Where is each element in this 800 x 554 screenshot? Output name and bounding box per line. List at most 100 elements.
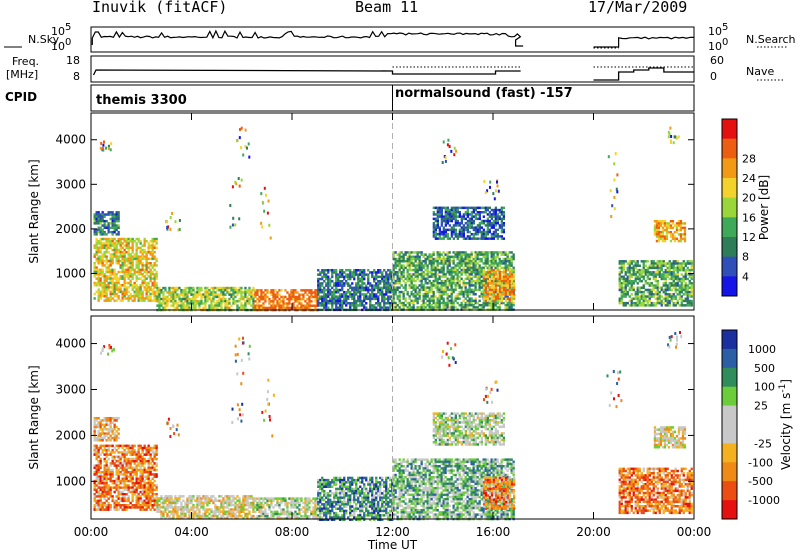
power-cell-8 [639, 265, 641, 268]
power-cell-0 [116, 277, 118, 280]
power-cell-2 [248, 300, 250, 303]
power-cell-8 [643, 284, 645, 287]
power-cell-5 [431, 275, 433, 278]
power-cell-8 [623, 265, 625, 268]
power-cell-0 [138, 260, 140, 263]
power-cell-0 [154, 273, 156, 276]
power-cell-5 [419, 256, 421, 259]
power-cell-2 [196, 287, 198, 290]
power-cell-7 [453, 237, 455, 240]
power-cell-5 [473, 304, 475, 307]
power-cell-8 [671, 282, 673, 285]
power-cell-0 [130, 266, 132, 269]
power-cell-3 [286, 307, 288, 310]
power-cell-6 [495, 287, 497, 290]
power-cell-8 [659, 293, 661, 296]
power-cell-0 [142, 266, 144, 269]
power-cell-0 [122, 293, 124, 296]
velocity-cell-0 [104, 480, 106, 483]
power-cell-5 [443, 267, 445, 270]
velocity-cell-0 [98, 464, 100, 467]
velocity-cell-0 [132, 467, 134, 470]
power-cell-8 [637, 262, 639, 265]
power-cell-8 [659, 267, 661, 270]
power-cell-4 [319, 284, 321, 287]
power-cell-5 [487, 267, 489, 270]
power-cell-2 [202, 302, 204, 305]
power-cell-4 [323, 291, 325, 294]
power-cell-5 [441, 258, 443, 261]
power-speckle-2 [268, 200, 270, 203]
power-cell-5 [471, 253, 473, 256]
velocity-cell-0 [102, 478, 104, 481]
power-cell-0 [134, 293, 136, 296]
power-cell-8 [661, 260, 663, 263]
power-cell-0 [102, 275, 104, 278]
power-cell-8 [649, 278, 651, 281]
power-cell-5 [447, 289, 449, 292]
power-cell-3 [308, 296, 310, 299]
velocity-cell-0 [132, 471, 134, 474]
power-cell-7 [477, 218, 479, 221]
power-cell-3 [268, 307, 270, 310]
power-cell-2 [252, 298, 254, 301]
power-cell-2 [188, 307, 190, 310]
velocity-cell-0 [110, 486, 112, 489]
power-cell-0 [150, 269, 152, 272]
power-cell-5 [421, 300, 423, 303]
velocity-cell-0 [108, 453, 110, 456]
power-cell-0 [148, 282, 150, 285]
power-cell-2 [216, 302, 218, 305]
power-cell-1 [116, 224, 118, 227]
power-cell-5 [415, 271, 417, 274]
velocity-cell-0 [132, 506, 134, 509]
power-cell-8 [661, 269, 663, 272]
power-cell-4 [373, 289, 375, 292]
power-cell-4 [339, 304, 341, 307]
power-cell-5 [397, 264, 399, 267]
power-cell-0 [124, 295, 126, 298]
power-cell-4 [319, 291, 321, 294]
power-cell-9 [670, 227, 672, 230]
power-cell-5 [477, 262, 479, 265]
power-cell-8 [691, 267, 693, 270]
power-cell-1 [116, 227, 118, 230]
power-cell-7 [451, 211, 453, 214]
power-cell-3 [276, 296, 278, 299]
power-cell-8 [627, 280, 629, 283]
rti-figure: N.Sky105100105100 N.SearchFreq.[MHz]18860… [0, 0, 800, 554]
velocity-cell-0 [102, 471, 104, 474]
power-cell-3 [272, 294, 274, 297]
power-cell-5 [497, 251, 499, 254]
power-cell-5 [409, 280, 411, 283]
power-cell-2 [168, 287, 170, 290]
power-cell-4 [361, 278, 363, 281]
velocity-cell-0 [136, 480, 138, 483]
power-cell-7 [491, 222, 493, 225]
power-cell-0 [150, 264, 152, 267]
velocity-cell-0 [100, 497, 102, 500]
power-cell-5 [435, 278, 437, 281]
power-cell-5 [479, 253, 481, 256]
power-cell-7 [487, 209, 489, 212]
power-cell-5 [417, 278, 419, 281]
power-cell-6 [483, 287, 485, 290]
power-cell-2 [158, 293, 160, 296]
power-cell-5 [431, 284, 433, 287]
power-cell-4 [339, 300, 341, 303]
power-speckle-7 [669, 127, 671, 130]
power-cell-0 [118, 262, 120, 265]
power-cell-7 [433, 213, 435, 216]
power-cell-1 [106, 213, 108, 216]
power-cell-7 [441, 237, 443, 240]
power-cell-5 [411, 251, 413, 254]
power-cell-8 [657, 280, 659, 283]
power-cell-2 [216, 293, 218, 296]
power-cell-0 [100, 277, 102, 280]
power-speckle-6 [100, 142, 102, 145]
power-cell-7 [455, 215, 457, 218]
power-cell-0 [118, 271, 120, 274]
power-cell-6 [501, 271, 503, 274]
power-cell-4 [335, 278, 337, 281]
power-cell-5 [453, 289, 455, 292]
